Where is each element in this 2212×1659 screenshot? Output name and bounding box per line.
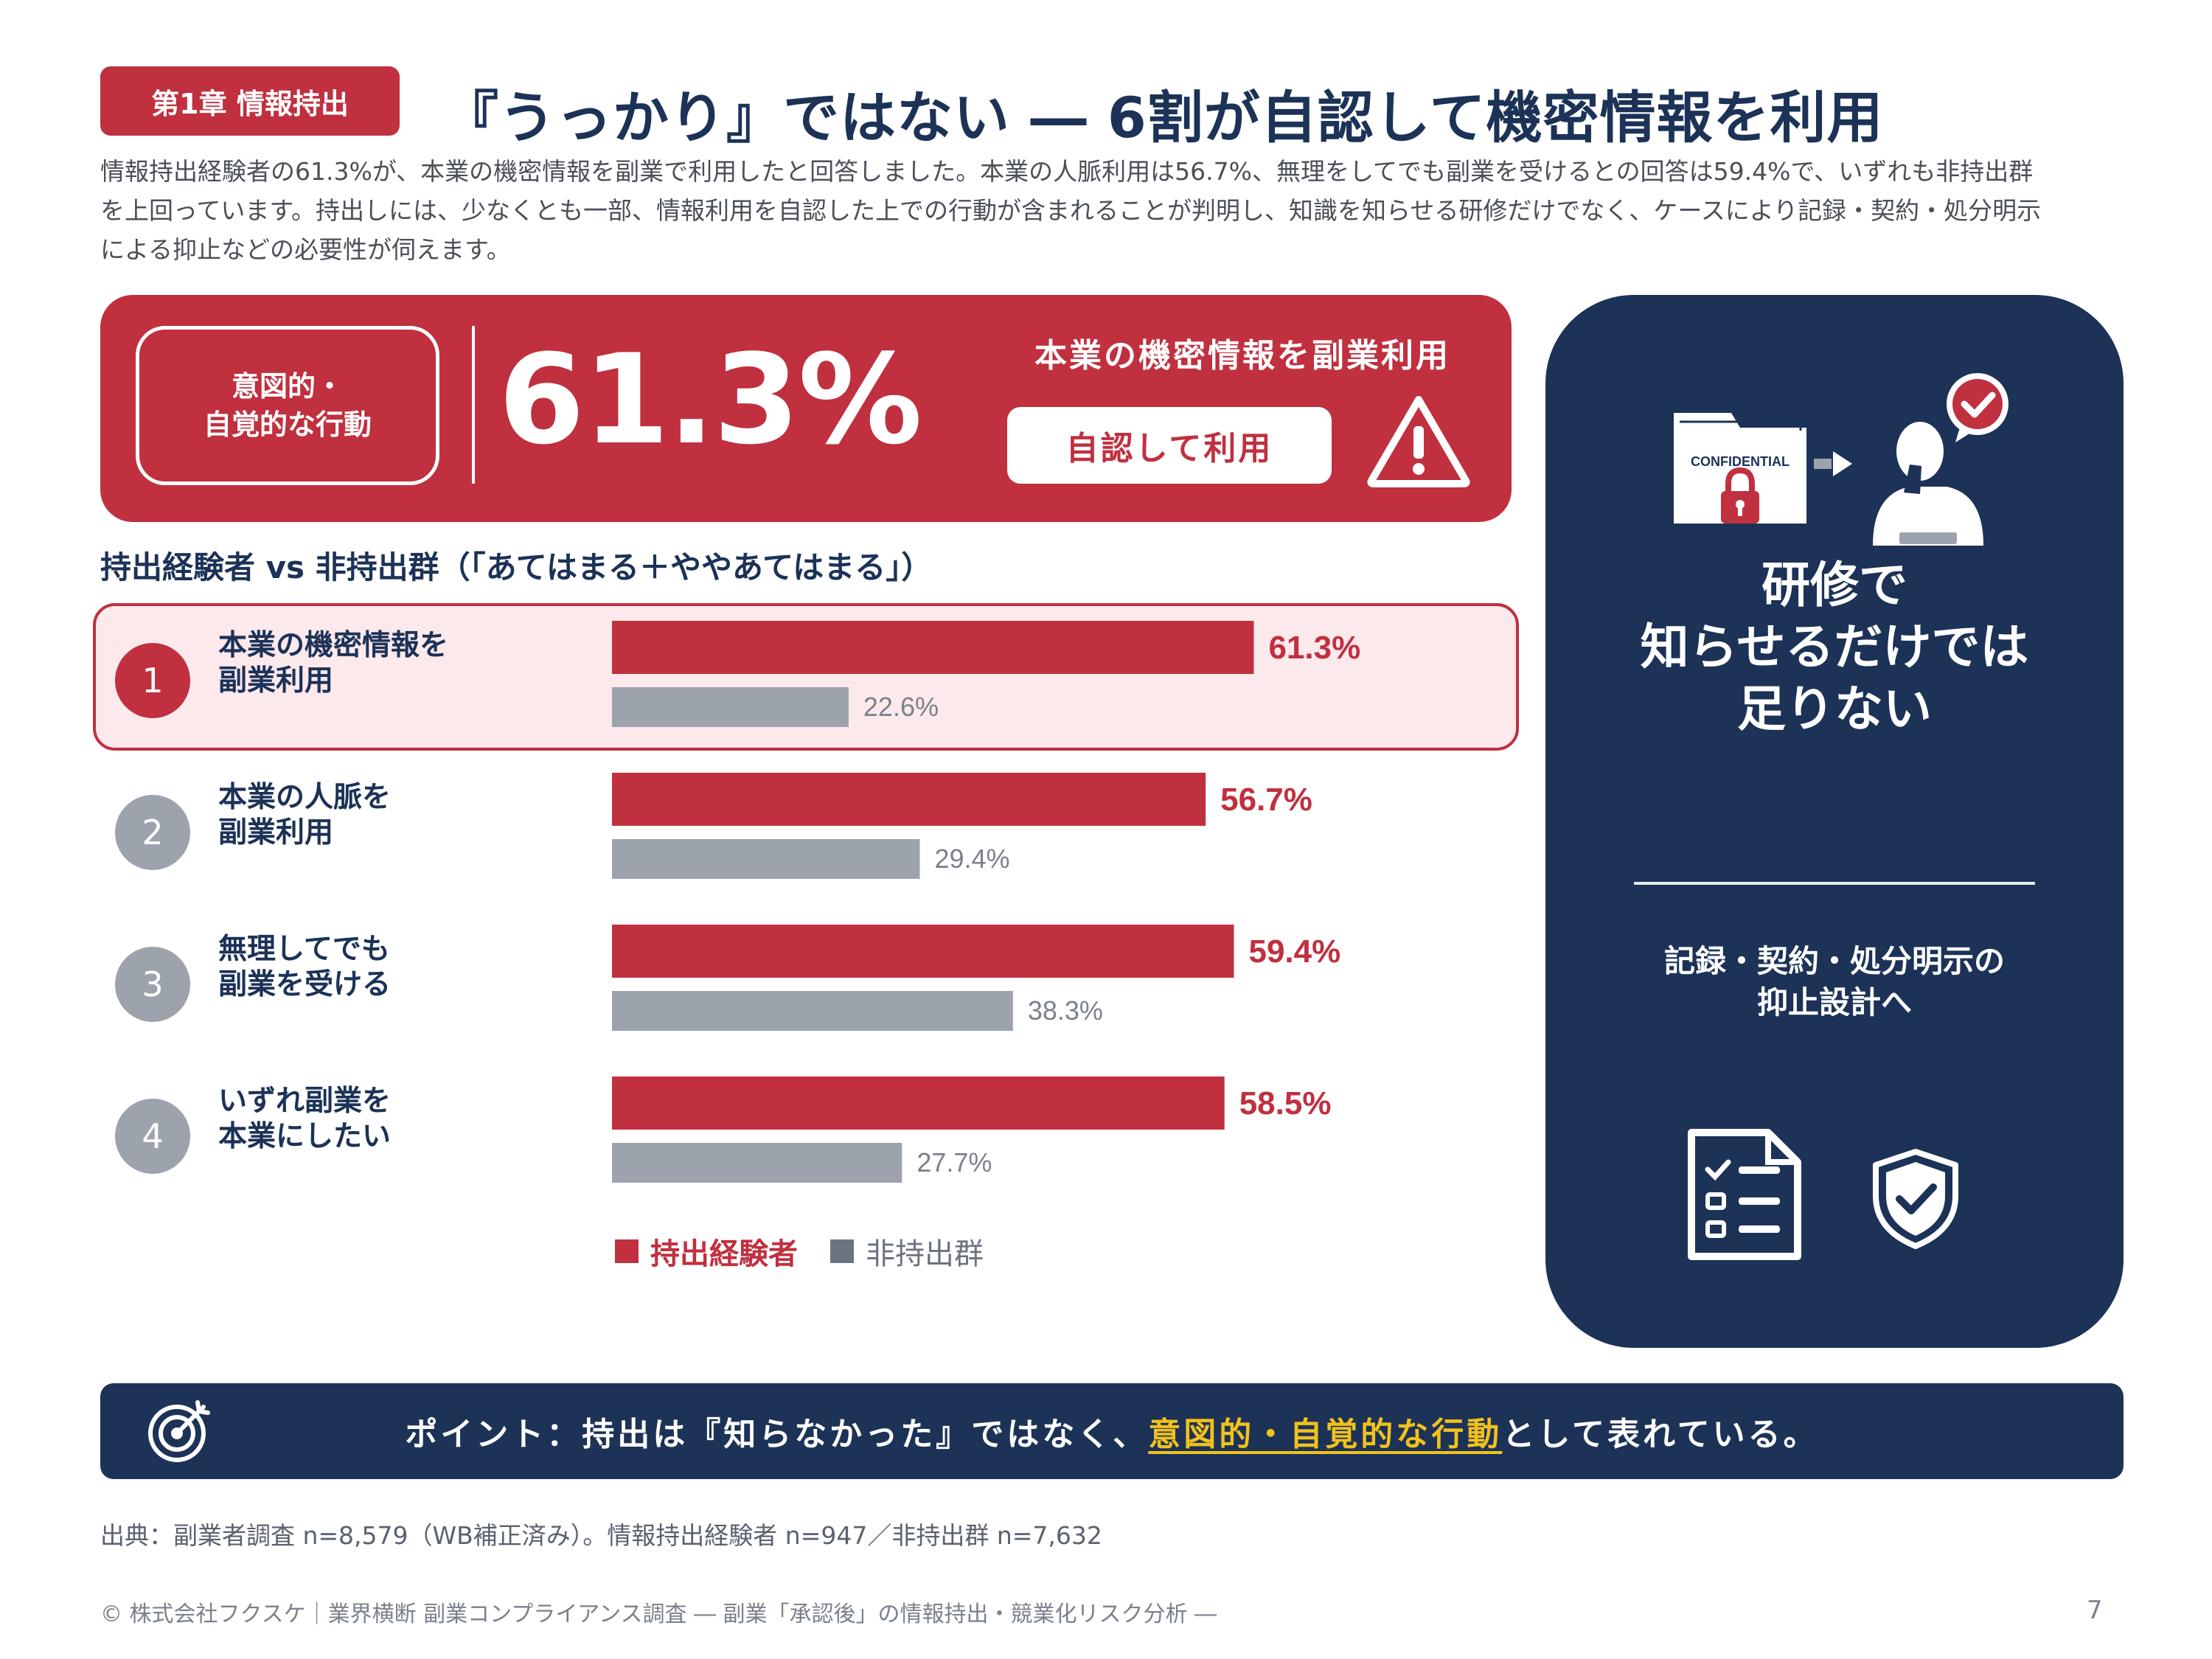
chapter-tag: 第1章 情報持出 bbox=[100, 66, 400, 136]
target-icon bbox=[148, 1400, 210, 1462]
rank-badge: 4 bbox=[115, 1099, 190, 1174]
checklist-document-icon bbox=[1688, 1129, 1801, 1260]
shield-check-icon bbox=[1873, 1149, 1958, 1249]
bar-exporters bbox=[612, 773, 1206, 826]
data-label-non-exporters: 27.7% bbox=[917, 1147, 992, 1178]
bar-exporters bbox=[612, 621, 1254, 674]
point-suffix: として表れている。 bbox=[1502, 1416, 1819, 1453]
footer-copyright: © 株式会社フクスケ｜業界横断 副業コンプライアンス調査 ― 副業「承認後」の情… bbox=[100, 1601, 1217, 1627]
category-label: いずれ副業を 本業にしたい bbox=[218, 1085, 392, 1153]
data-label-non-exporters: 29.4% bbox=[934, 844, 1009, 874]
arrow-right-icon bbox=[1814, 451, 1852, 476]
bar-non-exporters bbox=[612, 991, 1013, 1031]
hero-divider bbox=[472, 326, 475, 484]
legend-item-non-exporters: 非持出群 bbox=[830, 1230, 984, 1273]
point-text: ポイント：持出は『知らなかった』ではなく、 意図的・自覚的な行動 として表れている。 bbox=[100, 1383, 2124, 1479]
hero-tag: 意図的・ 自覚的な行動 bbox=[136, 326, 439, 485]
hero-caption: 本業の機密情報を副業利用 bbox=[1034, 337, 1450, 375]
bar-non-exporters bbox=[612, 839, 920, 879]
checkmark-bubble-icon bbox=[1947, 373, 2008, 442]
page-number: 7 bbox=[2087, 1596, 2103, 1625]
hero-percent: 61.3% bbox=[498, 327, 922, 472]
bar-exporters bbox=[612, 1077, 1225, 1130]
category-label: 本業の機密情報を 副業利用 bbox=[218, 629, 449, 698]
data-label-exporters: 59.4% bbox=[1248, 933, 1340, 970]
legend-item-exporters: 持出経験者 bbox=[615, 1230, 798, 1273]
legend-label-non-exporters: 非持出群 bbox=[866, 1237, 984, 1271]
category-label: 本業の人脈を 副業利用 bbox=[218, 781, 392, 849]
data-label-exporters: 56.7% bbox=[1220, 782, 1312, 818]
chart-heading: 持出経験者 vs 非持出群（「あてはまる＋ややあてはまる」） bbox=[100, 549, 933, 585]
data-label-exporters: 58.5% bbox=[1239, 1085, 1332, 1121]
legend-label-exporters: 持出経験者 bbox=[650, 1237, 798, 1271]
rank-badge: 2 bbox=[115, 795, 190, 870]
confidential-illustration: CONFIDENTIAL bbox=[1674, 373, 2008, 546]
confidential-label: CONFIDENTIAL bbox=[1691, 454, 1790, 469]
side-divider bbox=[1634, 882, 2035, 885]
lead-paragraph: 情報持出経験者の61.3%が、本業の機密情報を副業で利用したと回答しました。本業… bbox=[100, 157, 2042, 264]
bar-exporters bbox=[612, 925, 1234, 978]
source-note: 出典：副業者調査 n=8,579（WB補正済み）。情報持出経験者 n=947／非… bbox=[100, 1521, 1102, 1550]
chart-legend: 持出経験者 非持出群 bbox=[615, 1230, 1016, 1273]
side-subtext: 記録・契約・処分明示の 抑止設計へ bbox=[1663, 943, 2005, 1020]
thinking-person-icon bbox=[1873, 422, 1983, 546]
category-label: 無理してでも 副業を受ける bbox=[218, 933, 392, 1001]
legend-swatch-non-exporters bbox=[830, 1239, 854, 1263]
page-title: 『うっかり』ではない ― 6割が自認して機密情報を利用 bbox=[442, 85, 1884, 150]
side-headline: 研修で 知らせるだけでは 足りない bbox=[1640, 557, 2029, 737]
legend-swatch-exporters bbox=[615, 1239, 639, 1263]
bar-non-exporters bbox=[612, 1143, 902, 1183]
lock-icon bbox=[1721, 467, 1759, 524]
point-banner bbox=[100, 1383, 2124, 1479]
bar-non-exporters bbox=[612, 687, 849, 727]
rank-badge: 3 bbox=[115, 947, 190, 1022]
point-highlight: 意図的・自覚的な行動 bbox=[1148, 1416, 1503, 1453]
data-label-non-exporters: 38.3% bbox=[1028, 995, 1103, 1026]
point-prefix: ポイント：持出は『知らなかった』ではなく、 bbox=[405, 1416, 1149, 1453]
rank-badge: 1 bbox=[115, 643, 190, 718]
data-label-non-exporters: 22.6% bbox=[863, 692, 939, 722]
warning-icon bbox=[1367, 396, 1470, 487]
hero-pill: 自認して利用 bbox=[1007, 407, 1332, 484]
data-label-exporters: 61.3% bbox=[1268, 630, 1360, 666]
